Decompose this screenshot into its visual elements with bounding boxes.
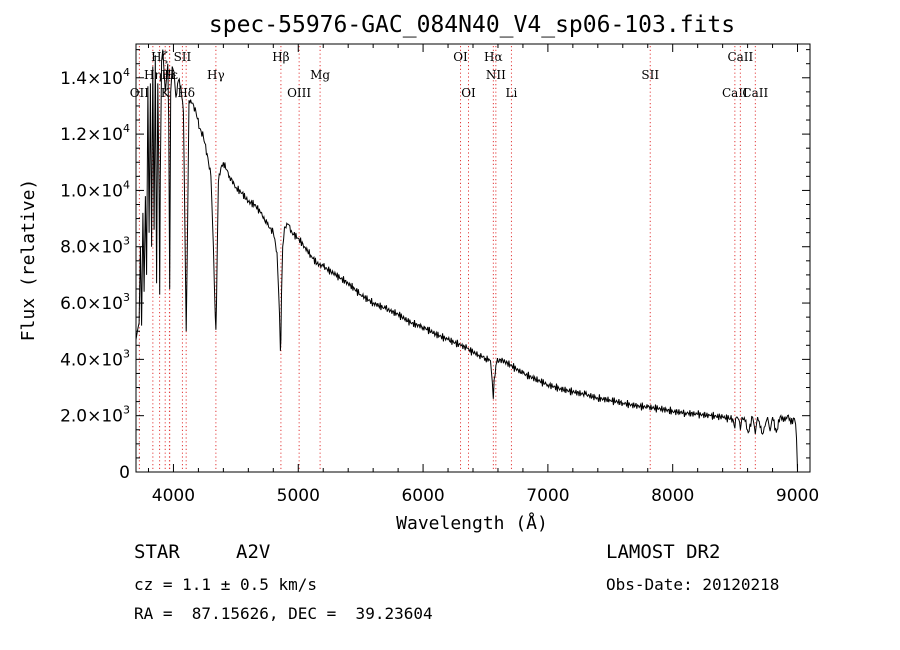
axis-ticks: 4000 5000 6000 7000 8000 9000 0 2.0×103 4.0×103 6…: [60, 44, 819, 506]
line-markers: OIIHηHζKHεHSIIHδHγHβOIIIMgOIOIHαNIILiSII…: [130, 46, 768, 472]
line-marker-label: OIII: [287, 86, 311, 100]
x-tick-label: 8000: [651, 486, 694, 506]
line-marker-label: Hβ: [272, 50, 289, 64]
line-marker-label: CaII: [722, 86, 748, 100]
y-tick-label: 1.2×104: [60, 122, 130, 145]
line-marker-label: K: [161, 86, 171, 100]
line-marker-label: SII: [174, 50, 192, 64]
y-axis-label: Flux (relative): [18, 179, 39, 342]
y-tick-label: 1.0×104: [60, 178, 130, 201]
plot-frame: [135, 43, 811, 473]
line-marker-label: Hα: [484, 50, 503, 64]
x-axis-label: Wavelength (Å): [396, 512, 548, 534]
line-marker-label: Mg: [310, 68, 330, 82]
redshift-text: cz = 1.1 ± 0.5 km/s: [134, 575, 318, 594]
line-marker-label: Li: [506, 86, 518, 100]
line-marker-label: NII: [486, 68, 506, 82]
x-tick-label: 6000: [401, 486, 444, 506]
y-tick-label: 4.0×103: [60, 347, 130, 370]
coordinates-text: RA = 87.15626, DEC = 39.23604: [134, 604, 433, 623]
y-tick-label: 1.4×104: [60, 66, 130, 89]
line-marker-label: SII: [641, 68, 659, 82]
x-tick-label: 5000: [277, 486, 320, 506]
x-tick-label: 4000: [152, 486, 195, 506]
y-tick-label: 6.0×103: [60, 291, 130, 314]
line-marker-label: CaII: [742, 86, 768, 100]
spectral-subclass: A2V: [236, 541, 271, 563]
line-marker-label: OI: [453, 50, 468, 64]
spectrum-series-line: [135, 49, 798, 473]
line-marker-label: H: [164, 68, 174, 82]
survey-label: LAMOST DR2: [606, 541, 721, 563]
x-tick-label: 7000: [526, 486, 569, 506]
x-tick-label: 9000: [776, 486, 819, 506]
line-marker-label: Hγ: [207, 68, 225, 82]
y-tick-label: 0: [119, 463, 130, 483]
line-marker-label: OI: [461, 86, 476, 100]
y-tick-label: 2.0×103: [60, 404, 130, 427]
chart-title: spec-55976-GAC_084N40_V4_sp06-103.fits: [209, 12, 735, 38]
y-tick-label: 8.0×103: [60, 235, 130, 258]
obs-date-text: Obs-Date: 20120218: [606, 575, 780, 594]
line-marker-label: OII: [130, 86, 150, 100]
object-class: STAR: [134, 541, 180, 563]
line-marker-label: Hζ: [151, 50, 168, 64]
line-marker-label: CaII: [727, 50, 753, 64]
